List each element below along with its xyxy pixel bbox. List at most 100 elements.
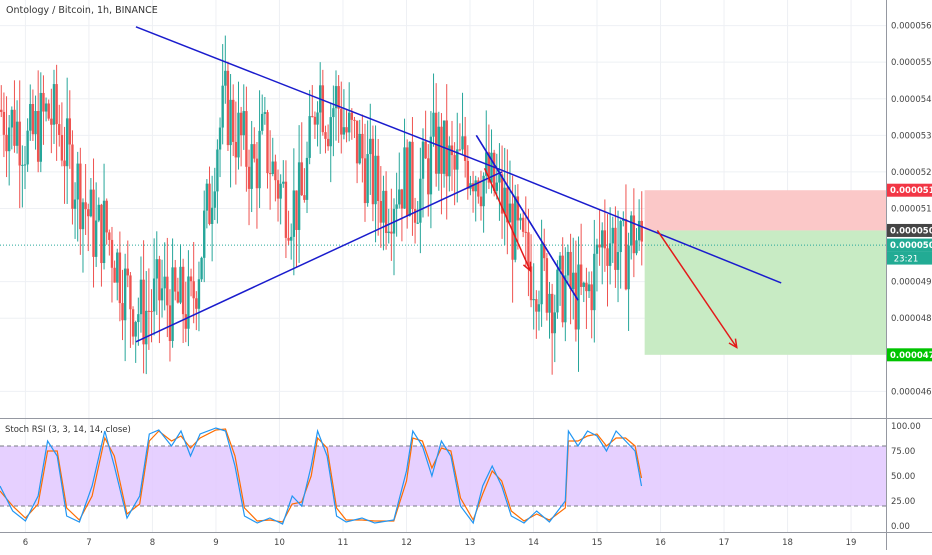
candle-body [218, 127, 222, 150]
candle-body [614, 227, 617, 270]
candle-body [519, 217, 522, 221]
candle-body [116, 252, 119, 283]
candle-body [71, 144, 74, 209]
candle-body [524, 231, 527, 233]
candle-body [382, 190, 385, 223]
candle-body [637, 220, 641, 241]
candle-body [566, 251, 570, 276]
candle-body [355, 120, 359, 164]
candle-body [208, 183, 211, 224]
candle-body [376, 155, 380, 201]
candle-body [311, 116, 314, 118]
candle-body [7, 127, 11, 152]
candle-body [168, 305, 172, 341]
candle-body [242, 111, 245, 136]
candle-body [179, 266, 182, 303]
candle-body [81, 202, 85, 230]
time-tick-label: 8 [150, 538, 155, 548]
candle-body [598, 244, 601, 248]
candle-body [448, 145, 451, 177]
candle-body [579, 264, 583, 287]
candle-body [300, 162, 303, 196]
candle-body [482, 175, 485, 207]
candle-body [255, 158, 259, 189]
candle-body [500, 174, 504, 214]
candle-body [121, 303, 124, 321]
candle-body [176, 291, 180, 303]
candle-body [221, 85, 224, 128]
candle-body [624, 219, 628, 290]
candle-body [606, 248, 609, 266]
candle-body [245, 111, 248, 167]
rsi-tick-label: 25.00 [891, 497, 915, 507]
candle-body [461, 136, 464, 150]
candle-body [427, 158, 430, 195]
candle-body [26, 130, 29, 165]
candle-body [216, 149, 219, 192]
trendline [135, 171, 503, 343]
candle-body [10, 109, 14, 128]
candle-body [466, 160, 470, 189]
candle-body [213, 191, 216, 208]
candle-body [495, 182, 498, 191]
candle-body [42, 92, 45, 112]
candle-body [47, 103, 50, 119]
candle-body [84, 202, 87, 210]
candle-body [2, 111, 6, 135]
candle-body [139, 279, 143, 315]
price-badge-text: 0.0000515 [890, 186, 932, 196]
candle-body [616, 252, 620, 270]
price-badge-text: 0.0000504 [890, 226, 932, 236]
price-badge [887, 183, 932, 197]
candle-body [503, 187, 506, 214]
candle-body [640, 220, 643, 242]
candle-body [561, 255, 564, 323]
candle-body [353, 119, 356, 121]
candle-body [276, 180, 280, 199]
candle-body [329, 117, 332, 147]
candle-body [492, 152, 496, 191]
candle-body [429, 136, 433, 195]
time-tick-label: 9 [213, 538, 218, 548]
stoch-rsi-title[interactable]: Stoch RSI (3, 3, 14, 14, close) [5, 425, 131, 435]
candle-body [630, 215, 633, 246]
candle-body [550, 293, 554, 334]
candle-body [50, 118, 53, 125]
stoch-rsi-lines [0, 427, 643, 525]
candle-body [97, 204, 100, 221]
rsi-band [0, 445, 886, 507]
arrow-head [522, 261, 532, 273]
time-tick-label: 17 [719, 538, 730, 548]
candle-body [453, 155, 456, 170]
candle-body [321, 85, 325, 133]
candle-body [55, 84, 58, 125]
candle-body [171, 267, 174, 341]
candle-body [384, 190, 388, 234]
candle-body [419, 178, 422, 223]
candle-body [5, 134, 8, 152]
candle-body [627, 245, 630, 290]
candle-body [471, 183, 475, 192]
candle-body [163, 276, 166, 289]
time-tick-label: 18 [782, 538, 793, 548]
candle-body [174, 267, 177, 292]
candle-body [65, 118, 69, 167]
candle-body [94, 220, 98, 257]
candle-body [113, 267, 116, 283]
candle-body [379, 200, 383, 223]
candle-body [340, 108, 343, 135]
candle-body [268, 173, 272, 175]
rsi-band-fill [0, 446, 886, 506]
candle-body [229, 99, 232, 146]
candle-body [587, 284, 591, 292]
candle-body [540, 244, 543, 305]
candle-body [395, 204, 398, 209]
candle-body [192, 281, 195, 299]
candle-body [361, 133, 364, 159]
